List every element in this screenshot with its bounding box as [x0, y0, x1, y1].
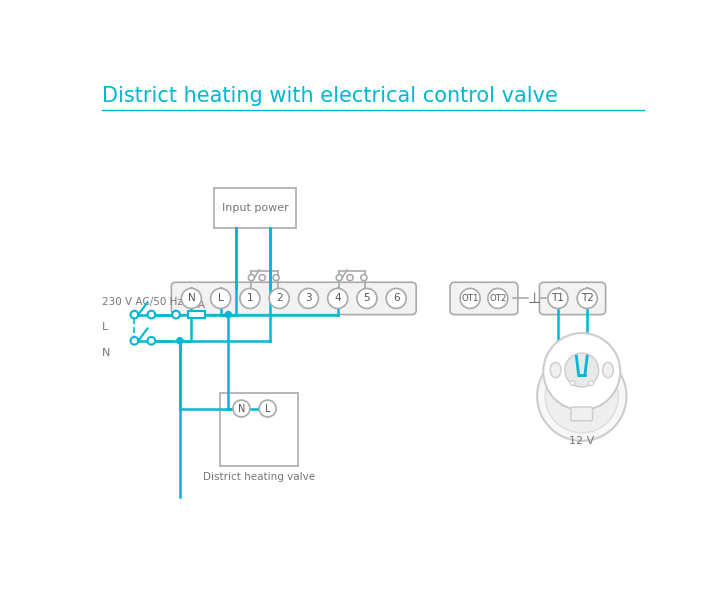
Text: Input power: Input power: [222, 203, 289, 213]
Text: 3 A: 3 A: [188, 301, 205, 310]
Circle shape: [259, 400, 276, 417]
Text: 1: 1: [247, 293, 253, 304]
Circle shape: [328, 289, 348, 308]
Circle shape: [537, 352, 626, 441]
Text: 12 V: 12 V: [569, 436, 594, 446]
FancyBboxPatch shape: [171, 282, 416, 315]
Text: N: N: [188, 293, 195, 304]
Circle shape: [225, 311, 232, 318]
Circle shape: [248, 274, 255, 281]
Text: 6: 6: [393, 293, 400, 304]
FancyBboxPatch shape: [450, 282, 518, 315]
Circle shape: [386, 289, 406, 308]
Circle shape: [177, 338, 183, 344]
Text: T2: T2: [581, 293, 593, 304]
Circle shape: [361, 274, 367, 281]
Text: T1: T1: [552, 293, 564, 304]
Circle shape: [259, 274, 265, 281]
Text: L: L: [265, 403, 270, 413]
Ellipse shape: [603, 362, 614, 378]
Circle shape: [148, 311, 155, 318]
Circle shape: [548, 289, 568, 308]
Circle shape: [181, 289, 202, 308]
Circle shape: [210, 289, 231, 308]
Circle shape: [233, 400, 250, 417]
Circle shape: [545, 359, 618, 433]
Text: ⊥: ⊥: [527, 291, 541, 306]
Text: District heating valve: District heating valve: [203, 472, 315, 482]
Circle shape: [488, 289, 508, 308]
Text: N: N: [238, 403, 245, 413]
Circle shape: [240, 289, 260, 308]
Circle shape: [577, 289, 597, 308]
Circle shape: [570, 381, 575, 386]
Ellipse shape: [550, 362, 561, 378]
Text: 4: 4: [334, 293, 341, 304]
Bar: [220, 393, 298, 466]
Text: 3: 3: [305, 293, 312, 304]
Text: L: L: [218, 293, 223, 304]
Bar: [189, 311, 205, 318]
Circle shape: [298, 289, 318, 308]
Circle shape: [269, 289, 289, 308]
Circle shape: [273, 274, 279, 281]
Circle shape: [357, 289, 377, 308]
Circle shape: [172, 311, 180, 318]
Circle shape: [543, 333, 620, 410]
Text: 2: 2: [276, 293, 282, 304]
Circle shape: [148, 337, 155, 345]
Bar: [215, 188, 296, 228]
Text: 5: 5: [363, 293, 371, 304]
Text: L: L: [102, 322, 108, 332]
Text: 230 V AC/50 Hz: 230 V AC/50 Hz: [102, 297, 183, 307]
Text: nest: nest: [574, 384, 590, 393]
Text: District heating with electrical control valve: District heating with electrical control…: [102, 86, 558, 106]
Text: OT2: OT2: [489, 294, 507, 303]
Text: N: N: [102, 348, 111, 358]
Circle shape: [347, 274, 353, 281]
FancyBboxPatch shape: [571, 407, 593, 421]
FancyBboxPatch shape: [539, 282, 606, 315]
Circle shape: [589, 381, 593, 386]
Circle shape: [130, 337, 138, 345]
Circle shape: [130, 311, 138, 318]
Circle shape: [460, 289, 480, 308]
Circle shape: [336, 274, 342, 281]
Circle shape: [565, 353, 598, 387]
Text: OT1: OT1: [462, 294, 479, 303]
